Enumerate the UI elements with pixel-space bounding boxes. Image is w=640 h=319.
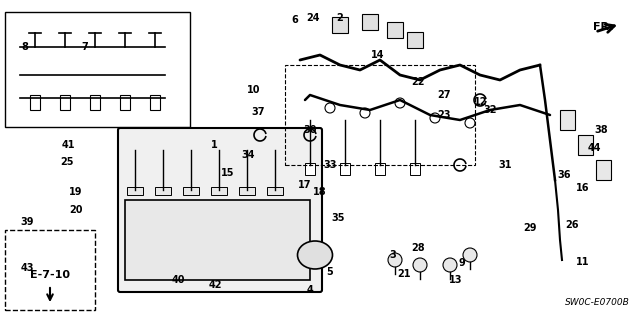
Bar — [410, 163, 420, 175]
Text: 5: 5 — [326, 267, 333, 277]
Text: 3: 3 — [390, 250, 396, 260]
Text: 41: 41 — [61, 140, 75, 150]
Text: 17: 17 — [298, 180, 312, 190]
Bar — [407, 32, 423, 48]
Bar — [30, 95, 40, 110]
Bar — [5, 230, 95, 310]
Text: SW0C-E0700B: SW0C-E0700B — [565, 298, 630, 307]
Text: 13: 13 — [449, 275, 463, 285]
Text: 12: 12 — [474, 97, 488, 107]
Text: 33: 33 — [323, 160, 337, 170]
Text: 44: 44 — [588, 143, 601, 153]
Bar — [375, 163, 385, 175]
Circle shape — [465, 118, 475, 128]
Circle shape — [325, 103, 335, 113]
Circle shape — [463, 248, 477, 262]
Text: 28: 28 — [411, 243, 425, 253]
Circle shape — [413, 258, 427, 272]
Bar — [183, 187, 199, 195]
Text: 21: 21 — [397, 269, 411, 279]
Text: 1: 1 — [211, 140, 218, 150]
Text: 4: 4 — [307, 285, 314, 295]
Bar — [5, 12, 190, 127]
Text: E-7-10: E-7-10 — [30, 270, 70, 280]
Text: 35: 35 — [332, 213, 345, 223]
Circle shape — [360, 108, 370, 118]
Bar — [239, 187, 255, 195]
Text: 20: 20 — [69, 205, 83, 215]
Bar — [155, 187, 171, 195]
Bar — [578, 135, 593, 155]
Bar — [90, 95, 100, 110]
Text: 16: 16 — [576, 183, 589, 193]
FancyBboxPatch shape — [118, 128, 322, 292]
Bar — [362, 14, 378, 30]
Bar — [332, 17, 348, 33]
Bar — [125, 200, 310, 280]
Bar — [596, 160, 611, 180]
Text: 31: 31 — [499, 160, 512, 170]
Bar — [127, 187, 143, 195]
Bar — [285, 65, 475, 165]
Text: 42: 42 — [208, 280, 221, 290]
Bar — [267, 187, 283, 195]
Text: 23: 23 — [437, 110, 451, 120]
Text: 30: 30 — [303, 125, 317, 135]
Text: 22: 22 — [412, 77, 425, 87]
Text: 39: 39 — [20, 217, 34, 227]
Text: 8: 8 — [22, 42, 28, 52]
Text: 34: 34 — [241, 150, 255, 160]
Bar — [340, 163, 350, 175]
Text: 43: 43 — [20, 263, 34, 273]
Bar — [60, 95, 70, 110]
Bar — [305, 163, 315, 175]
Text: 15: 15 — [221, 168, 235, 178]
Text: 11: 11 — [576, 257, 589, 267]
Bar — [211, 187, 227, 195]
Text: 2: 2 — [337, 13, 344, 23]
Text: 37: 37 — [252, 107, 265, 117]
Bar — [120, 95, 130, 110]
Text: 9: 9 — [459, 258, 465, 268]
Text: 38: 38 — [594, 125, 608, 135]
Ellipse shape — [298, 241, 333, 269]
Text: 14: 14 — [371, 50, 385, 60]
Text: 18: 18 — [313, 187, 327, 197]
Bar — [387, 22, 403, 38]
Bar — [150, 95, 160, 110]
Text: 10: 10 — [247, 85, 260, 95]
Text: 7: 7 — [82, 42, 88, 52]
Bar — [560, 110, 575, 130]
Text: 36: 36 — [557, 170, 571, 180]
Text: 40: 40 — [172, 275, 185, 285]
Text: 19: 19 — [69, 187, 83, 197]
Circle shape — [388, 253, 402, 267]
Circle shape — [443, 258, 457, 272]
Circle shape — [430, 113, 440, 123]
Circle shape — [395, 98, 405, 108]
Text: 26: 26 — [565, 220, 579, 230]
Text: 25: 25 — [60, 157, 74, 167]
Text: 24: 24 — [307, 13, 320, 23]
Text: 29: 29 — [524, 223, 537, 233]
Text: 27: 27 — [437, 90, 451, 100]
Text: 32: 32 — [483, 105, 497, 115]
Text: FR.: FR. — [593, 22, 614, 32]
Text: 6: 6 — [292, 15, 298, 25]
